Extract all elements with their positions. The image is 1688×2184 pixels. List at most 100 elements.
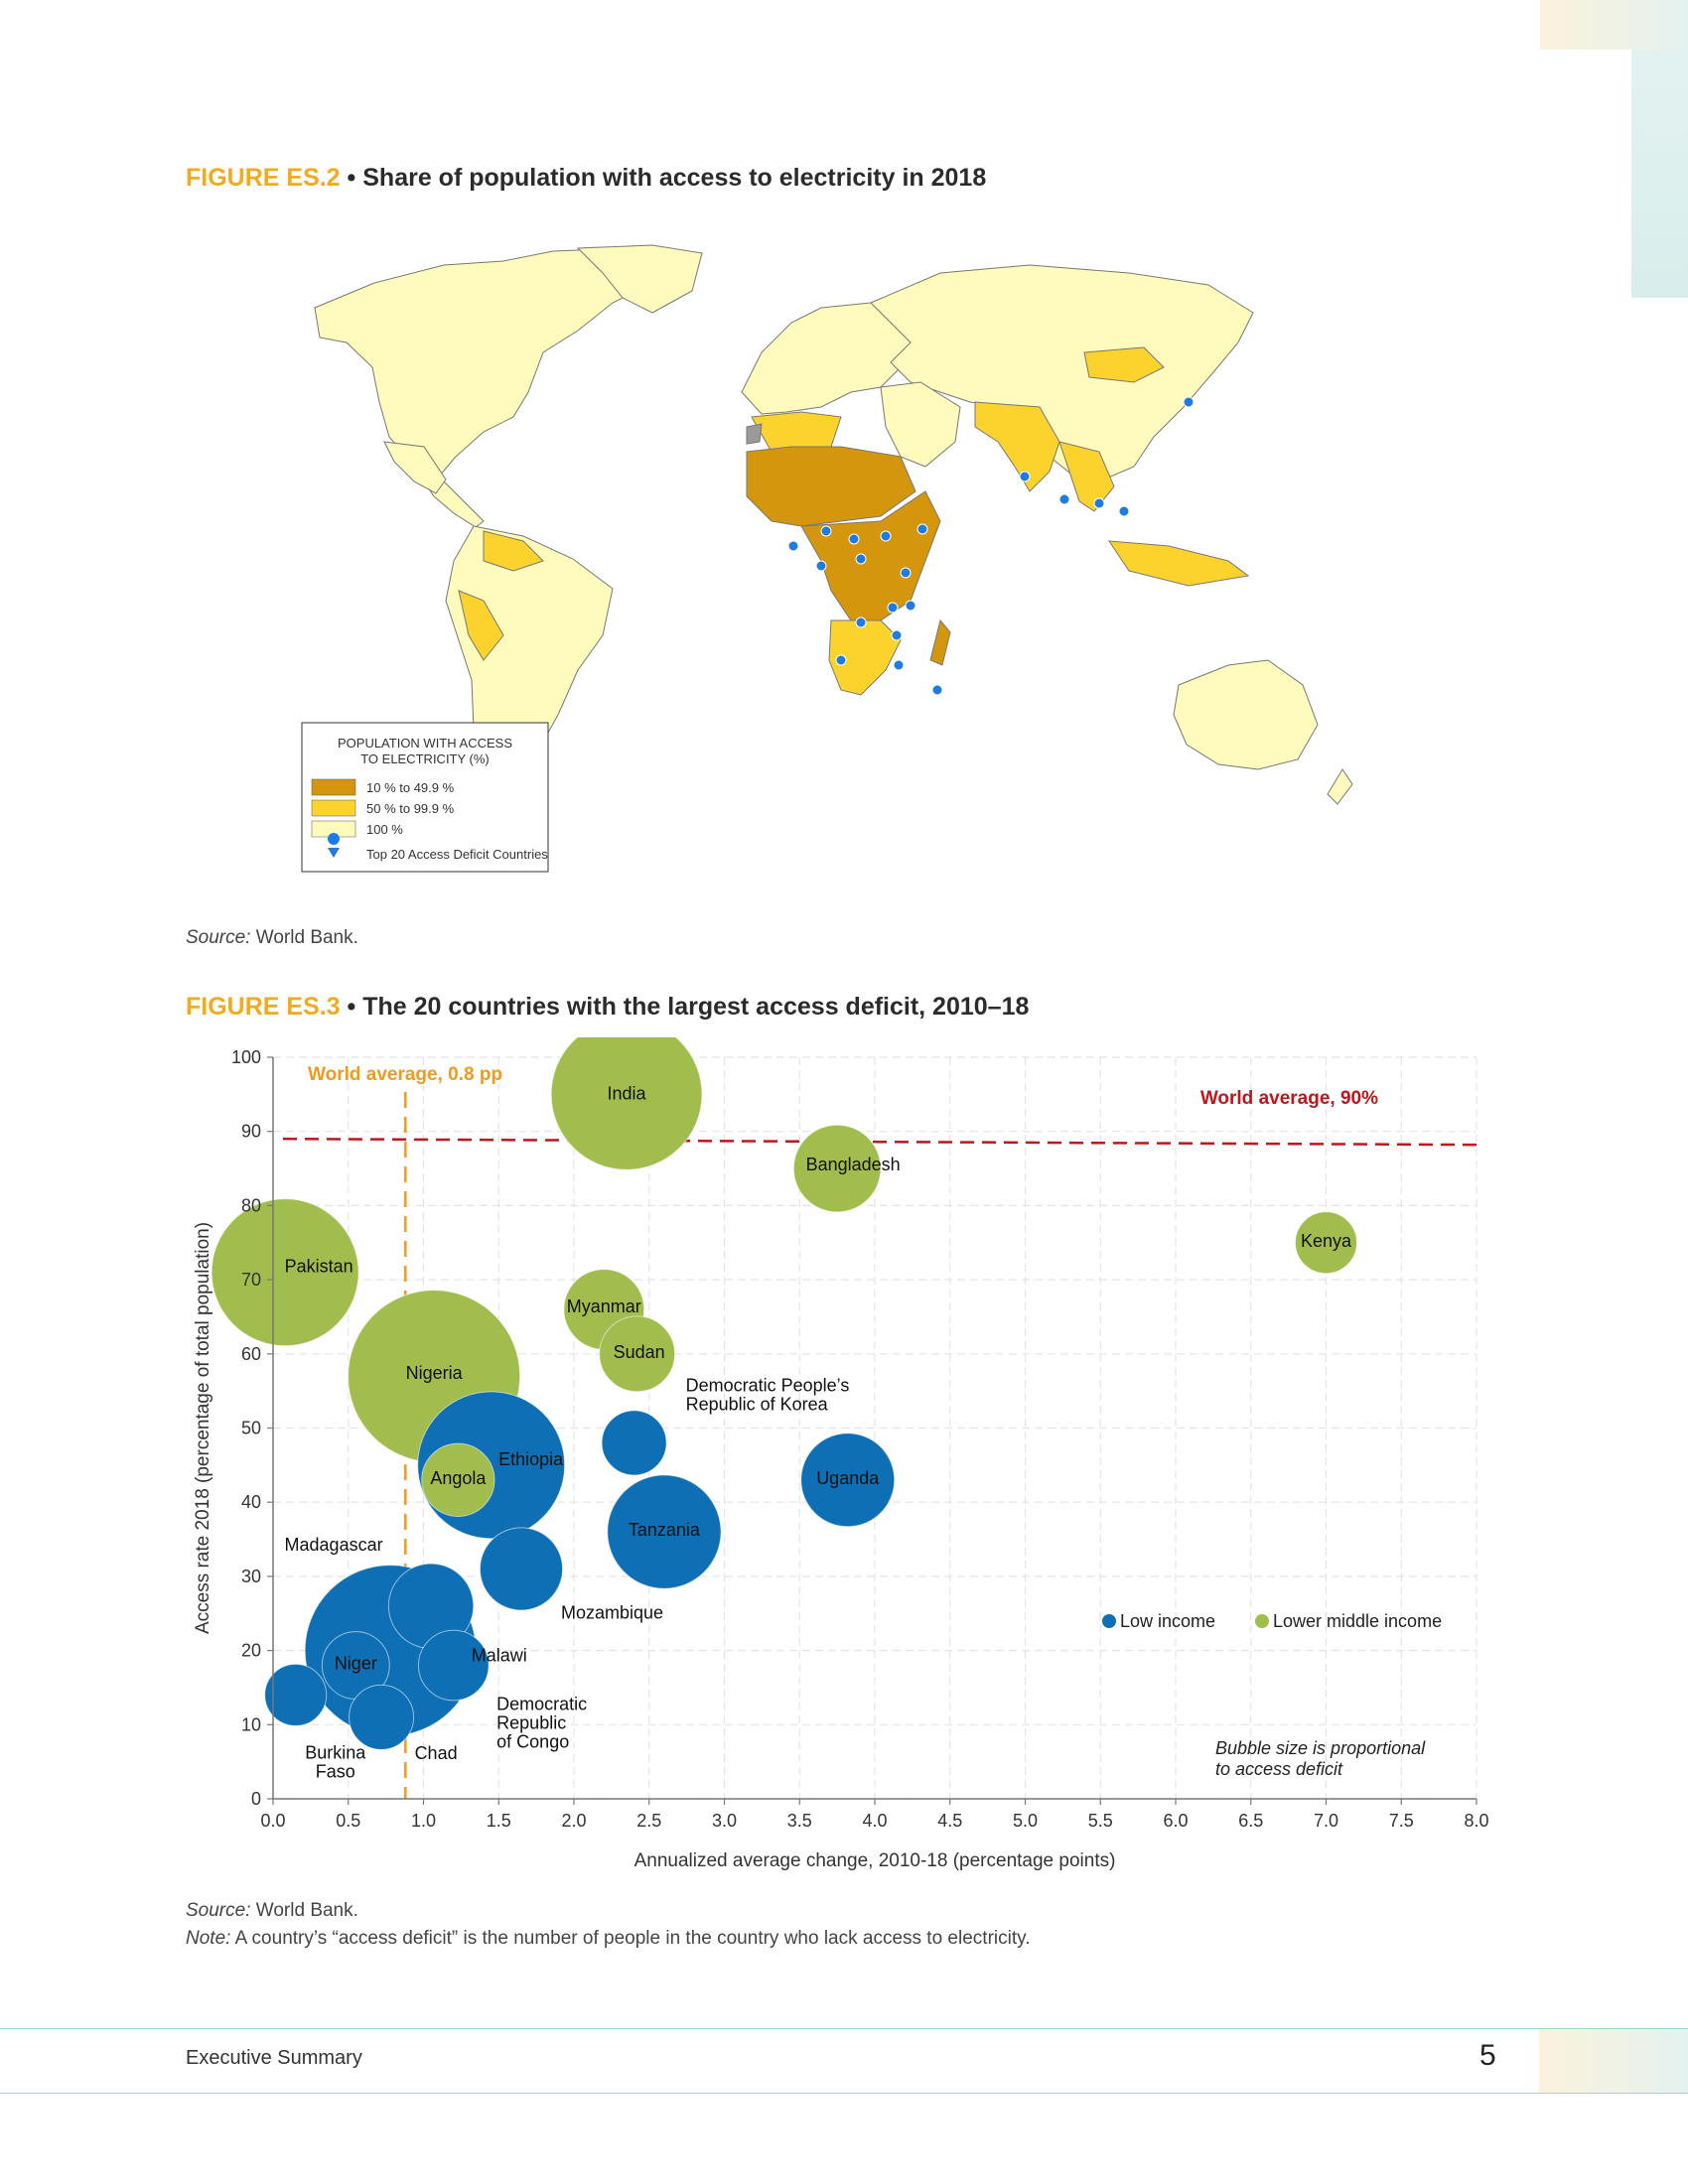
note-text: A country’s “access deficit” is the numb… <box>234 1928 1031 1949</box>
deficit-marker-icon <box>820 525 832 537</box>
western-sahara-no-data <box>746 423 763 445</box>
figure-es2-title: FIGURE ES.2 • Share of population with a… <box>186 164 986 193</box>
title-bullet: • <box>347 164 363 192</box>
x-tick-label: 1.5 <box>487 1811 511 1831</box>
deficit-marker-icon <box>787 540 799 552</box>
x-tick-label: 6.0 <box>1163 1811 1188 1831</box>
deficit-marker-icon <box>855 616 867 628</box>
new-zealand-shape <box>1327 768 1353 805</box>
bubble-label-myanmar: Myanmar <box>567 1297 641 1316</box>
y-axis-title: Access rate 2018 (percentage of total po… <box>193 1222 213 1634</box>
world-map-svg: POPULATION WITH ACCESS TO ELECTRICITY (%… <box>301 244 1353 873</box>
bubble-label-burkina-faso: Burkina Faso <box>305 1742 366 1781</box>
x-tick-label: 7.0 <box>1314 1811 1338 1831</box>
y-tick-label: 50 <box>241 1419 261 1438</box>
footer-bottom-rule <box>0 2093 1688 2094</box>
bubble-label-mozambique: Mozambique <box>561 1602 663 1622</box>
bubble-label-democratic-people-s-republic-of-korea: Democratic People’s Republic of Korea <box>686 1375 850 1414</box>
peru-bolivia-partial-access <box>458 590 504 661</box>
figure-es3-note: Note: A country’s “access deficit” is th… <box>186 1928 1031 1950</box>
legend-title-line1: POPULATION WITH ACCESS <box>338 736 512 751</box>
note-label: Note: <box>186 1928 231 1949</box>
y-tick-label: 60 <box>241 1344 261 1364</box>
x-tick-label: 6.5 <box>1238 1811 1263 1831</box>
x-tick-label: 5.0 <box>1013 1811 1038 1831</box>
deficit-marker-icon <box>1183 396 1195 408</box>
bubble-label-tanzania: Tanzania <box>629 1520 701 1540</box>
bubble-label-angola: Angola <box>430 1468 487 1488</box>
x-tick-label: 2.5 <box>636 1811 661 1831</box>
x-tick-label: 4.0 <box>862 1811 887 1831</box>
bubble-burkina-faso <box>264 1663 328 1726</box>
south-america-partial-access <box>483 530 544 572</box>
greenland-shape <box>576 244 703 314</box>
corner-strip-decoration <box>1631 50 1688 298</box>
map-legend: POPULATION WITH ACCESS TO ELECTRICITY (%… <box>301 722 549 873</box>
y-tick-label: 90 <box>241 1122 261 1142</box>
deficit-marker-icon <box>1019 471 1031 482</box>
bubble-label-uganda: Uganda <box>816 1468 880 1488</box>
deficit-marker-icon <box>1118 505 1130 517</box>
source-text: World Bank. <box>255 1900 358 1921</box>
legend-item-low: 10 % to 49.9 % <box>366 780 455 795</box>
bubble-label-india: India <box>608 1083 647 1103</box>
middle-east-shape <box>880 381 961 468</box>
bubble-label-democratic-republic-of-congo: Democratic Republic of Congo <box>496 1695 587 1752</box>
world-map: POPULATION WITH ACCESS TO ELECTRICITY (%… <box>186 243 1437 879</box>
figure-es2-title-text: Share of population with access to elect… <box>362 164 987 192</box>
x-tick-label: 1.0 <box>411 1811 436 1831</box>
footer-top-rule <box>0 2028 1688 2029</box>
y-tick-label: 10 <box>241 1714 261 1734</box>
indonesia-partial-access <box>1108 540 1250 587</box>
bubble-mozambique <box>479 1527 564 1611</box>
world-average-access-line <box>282 1137 1477 1147</box>
source-label: Source: <box>186 927 251 948</box>
legend-label-lower-middle-income: Lower middle income <box>1273 1611 1442 1631</box>
legend-title-line2: TO ELECTRICITY (%) <box>360 751 490 766</box>
y-tick-label: 20 <box>241 1641 261 1661</box>
deficit-marker-icon <box>815 560 827 572</box>
bubble-label-pakistan: Pakistan <box>285 1257 353 1277</box>
bubble-label-kenya: Kenya <box>1301 1231 1352 1251</box>
footer-decoration <box>1539 2029 1688 2093</box>
north-america-shape <box>314 248 653 478</box>
southeast-asia-partial-access <box>1058 441 1115 512</box>
y-tick-label: 0 <box>251 1789 261 1809</box>
bubble-size-note: Bubble size is proportional to access def… <box>1215 1738 1426 1779</box>
bubble-bangladesh <box>792 1124 882 1213</box>
figure-es2-source: Source: World Bank. <box>186 927 358 949</box>
x-axis-title: Annualized average change, 2010-18 (perc… <box>634 1850 1116 1871</box>
y-tick-label: 100 <box>231 1047 261 1067</box>
south-asia-partial-access <box>974 401 1060 492</box>
bubble-label-bangladesh: Bangladesh <box>806 1155 901 1174</box>
legend-item-full: 100 % <box>366 822 403 837</box>
world-average-change-label: World average, 0.8 pp <box>308 1064 502 1085</box>
x-tick-label: 3.5 <box>787 1811 812 1831</box>
x-tick-label: 5.5 <box>1088 1811 1113 1831</box>
bubble-angola <box>421 1442 495 1517</box>
y-tick-label: 70 <box>241 1270 261 1290</box>
x-tick-label: 0.0 <box>260 1811 285 1831</box>
source-label: Source: <box>186 1900 251 1921</box>
deficit-marker-icon <box>1058 493 1070 505</box>
legend-dot-lower-middle-income <box>1255 1614 1269 1628</box>
legend-item-deficit: Top 20 Access Deficit Countries <box>366 847 548 862</box>
bubble-label-ethiopia: Ethiopia <box>498 1449 564 1469</box>
legend-dot-low-income <box>1102 1614 1116 1628</box>
x-tick-label: 8.0 <box>1464 1811 1488 1831</box>
figure-es2-number: FIGURE ES.2 <box>186 164 341 192</box>
legend-swatch-mid <box>311 799 356 817</box>
x-tick-label: 0.5 <box>336 1811 360 1831</box>
bubble-kenya <box>1295 1211 1357 1275</box>
figure-es3-source: Source: World Bank. <box>186 1900 358 1922</box>
legend-marker-icon <box>328 833 341 858</box>
deficit-marker-icon <box>887 602 899 614</box>
mongolia-partial-access <box>1083 346 1165 383</box>
bubble-chad <box>349 1684 415 1750</box>
figure-es3-title-text: The 20 countries with the largest access… <box>362 993 1030 1021</box>
deficit-marker-icon <box>855 553 867 565</box>
bubble-chart-svg: World average, 90%World average, 0.8 pp … <box>193 1018 1489 1871</box>
sahel-west-africa-low-access <box>746 446 916 527</box>
deficit-marker-icon <box>900 567 912 579</box>
bubble-label-malawi: Malawi <box>472 1646 527 1666</box>
